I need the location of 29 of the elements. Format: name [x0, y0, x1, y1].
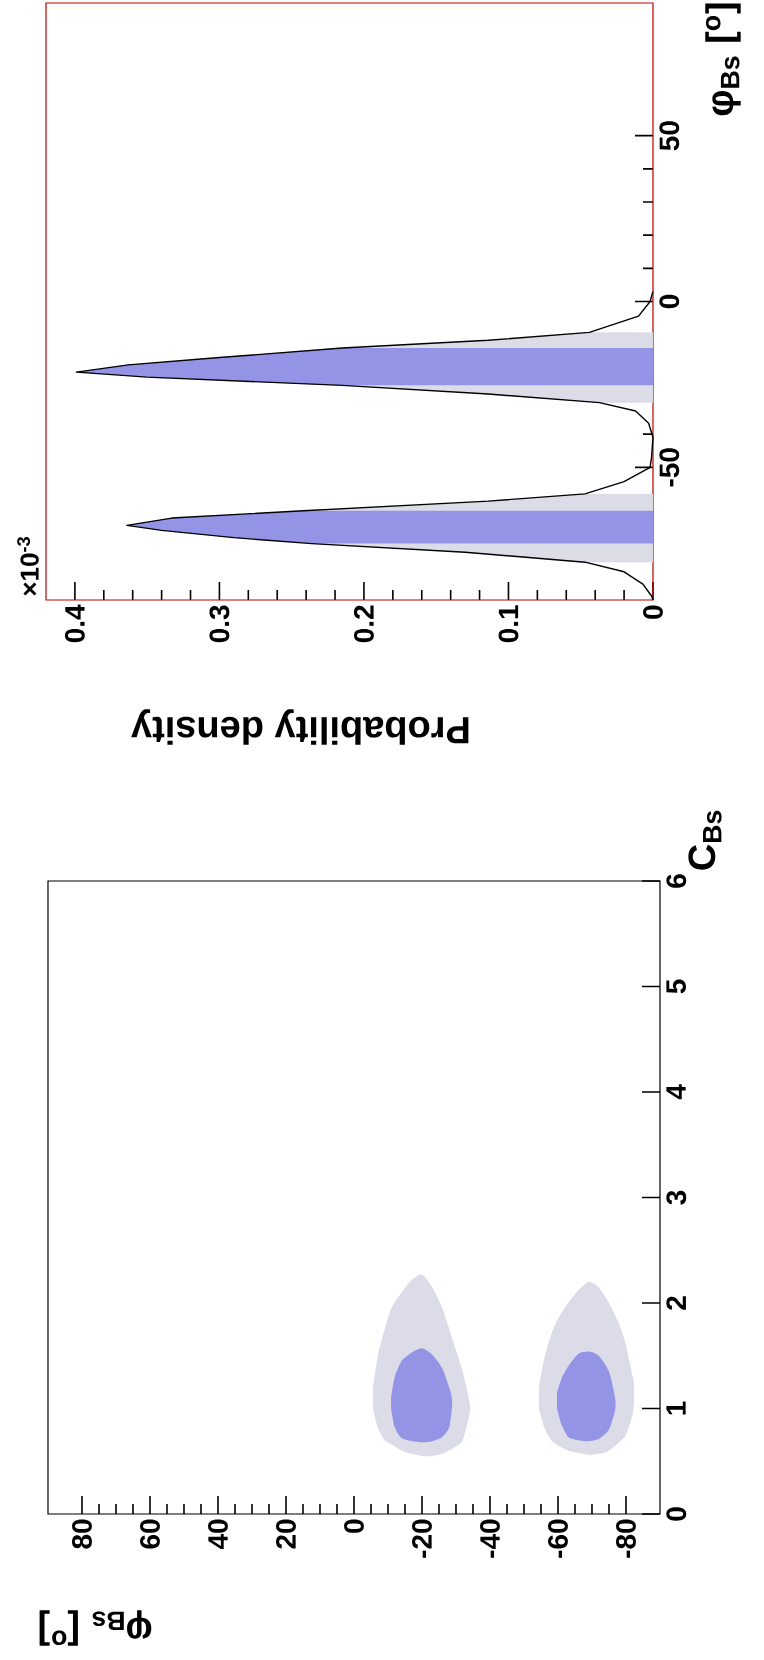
y-tick-label: 2 — [666, 1296, 686, 1310]
y-tick-label: 5 — [666, 979, 686, 994]
y-tick-label: 0 — [666, 1507, 687, 1521]
x-tick-label: 0.4 — [64, 604, 85, 643]
x-tick-label: -60 — [548, 1519, 568, 1558]
x-tick-label: -80 — [616, 1519, 636, 1558]
x-tick-label: 0 — [344, 1519, 364, 1533]
y-tick-label: 6 — [666, 874, 687, 888]
y-axis-title: φ$_{Bs}$ [$^{o}$] — [705, 3, 741, 116]
x-tick-label: 60 — [140, 1519, 160, 1549]
x-tick-label: 20 — [276, 1519, 296, 1549]
y-axis-title: C$_{Bs}$ — [688, 810, 722, 870]
x-axis-title: Probability density — [131, 709, 469, 745]
x-tick-label: 0 — [643, 605, 663, 619]
y-tick-label: -50 — [659, 448, 680, 487]
x-tick-label: 80 — [72, 1519, 92, 1549]
y-tick-label: 0 — [659, 294, 680, 309]
y-tick-label: 50 — [659, 121, 680, 151]
x-tick-label: 40 — [208, 1519, 228, 1550]
x-tick-label: -20 — [412, 1519, 432, 1558]
text: ×10$^{-3}$ — [17, 537, 39, 596]
x-tick-label: -40 — [480, 1519, 500, 1558]
x-axis-title: φ$_{Bs}$ [$^{o}$] — [39, 1610, 152, 1646]
y-tick-label: 1 — [666, 1401, 686, 1415]
y-tick-label: 3 — [666, 1190, 687, 1205]
y-tick-label: 4 — [666, 1084, 686, 1100]
x-tick-label: 0.2 — [354, 605, 374, 643]
x-tick-label: 0.3 — [209, 605, 230, 643]
x-tick-label: 0.1 — [498, 605, 519, 643]
